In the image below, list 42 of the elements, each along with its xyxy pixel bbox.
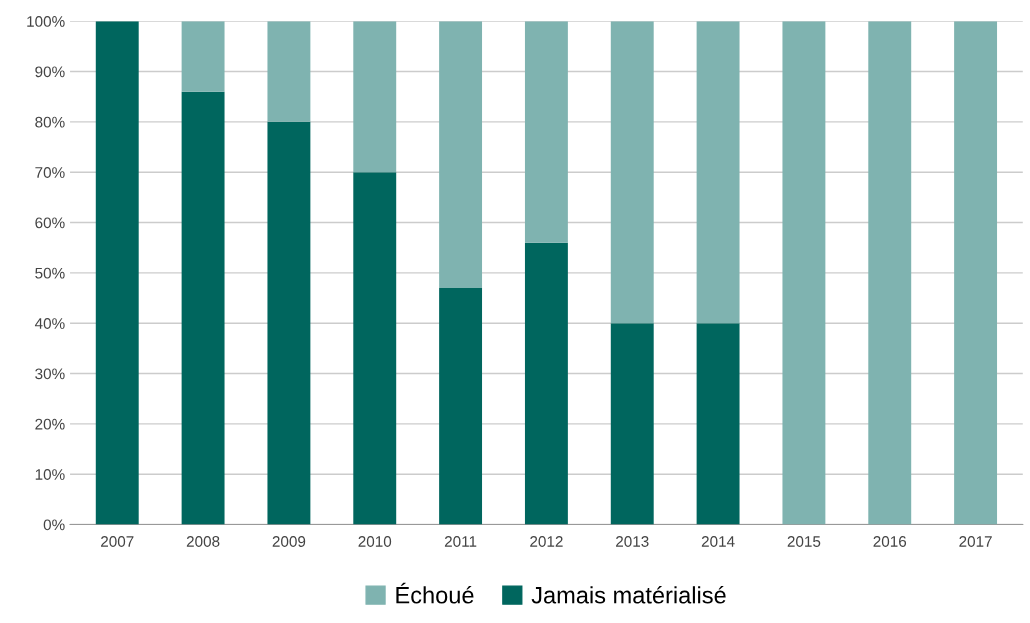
x-tick-label: 2014 bbox=[701, 536, 735, 547]
x-tick-label: 2017 bbox=[959, 536, 992, 547]
bar bbox=[524, 242, 568, 525]
bar bbox=[353, 172, 397, 525]
bar bbox=[267, 121, 311, 525]
bar bbox=[782, 21, 826, 525]
bar bbox=[868, 21, 912, 525]
x-tick-label: 2016 bbox=[873, 536, 907, 547]
x-tick-label: 2009 bbox=[272, 536, 306, 547]
bar bbox=[439, 287, 483, 525]
bar bbox=[954, 21, 998, 525]
bar bbox=[353, 21, 397, 173]
bar bbox=[524, 21, 568, 243]
bar bbox=[696, 323, 740, 525]
bar bbox=[610, 323, 654, 525]
bar bbox=[181, 91, 225, 525]
x-tick-label: 2011 bbox=[444, 536, 477, 547]
y-tick-label: 0% bbox=[43, 519, 65, 531]
x-tick-label: 2012 bbox=[530, 536, 563, 547]
y-tick-label: 60% bbox=[35, 217, 65, 229]
legend-label: Échoué bbox=[396, 582, 474, 604]
bar bbox=[95, 21, 139, 525]
bar bbox=[439, 21, 483, 288]
y-tick-label: 90% bbox=[35, 66, 65, 78]
y-tick-label: 50% bbox=[35, 267, 65, 279]
bar bbox=[181, 21, 225, 92]
x-tick-label: 2013 bbox=[616, 536, 649, 547]
y-tick-label: 20% bbox=[35, 418, 65, 430]
x-tick-label: 2010 bbox=[358, 536, 392, 547]
y-tick-label: 80% bbox=[35, 116, 65, 128]
y-tick-label: 70% bbox=[35, 167, 65, 178]
x-tick-label: 2008 bbox=[186, 536, 220, 547]
bar bbox=[696, 21, 740, 324]
x-tick-label: 2007 bbox=[101, 536, 134, 547]
bar bbox=[610, 21, 654, 324]
legend-label: Jamais matérialisé bbox=[531, 585, 726, 604]
y-tick-label: 40% bbox=[34, 318, 65, 329]
x-tick-label: 2015 bbox=[787, 536, 821, 547]
y-tick-label: 30% bbox=[35, 368, 65, 380]
y-tick-label: 100% bbox=[27, 16, 65, 27]
y-tick-label: 10% bbox=[35, 469, 65, 480]
bar bbox=[267, 21, 311, 122]
